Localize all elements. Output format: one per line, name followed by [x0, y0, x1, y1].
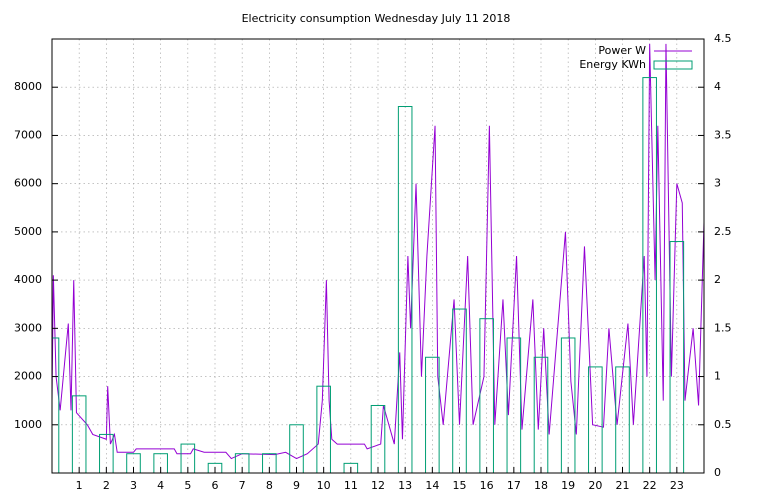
energy-box: [425, 356, 440, 473]
x-tick-label: 21: [616, 479, 630, 492]
y-tick-label: 2000: [14, 370, 42, 383]
y2-tick-label: 2.5: [714, 225, 732, 238]
energy-box: [234, 453, 250, 473]
y2-tick-label: 3: [714, 177, 721, 190]
x-tick-label: 2: [103, 479, 110, 492]
y-tick-label: 1000: [14, 418, 42, 431]
energy-box: [397, 106, 413, 473]
x-tick-label: 9: [293, 479, 300, 492]
x-tick-label: 5: [184, 479, 191, 492]
legend-swatch: [653, 60, 693, 70]
x-tick-label: 4: [157, 479, 164, 492]
x-tick-label: 18: [534, 479, 548, 492]
plot-marks: [52, 43, 704, 473]
x-tick-label: 19: [561, 479, 575, 492]
y2-tick-label: 0: [714, 466, 721, 479]
x-tick-label: 22: [643, 479, 657, 492]
x-tick-label: 14: [425, 479, 439, 492]
chart-title: Electricity consumption Wednesday July 1…: [242, 12, 511, 25]
x-tick-label: 11: [344, 479, 358, 492]
y-tick-label: 3000: [14, 321, 42, 334]
power-line: [52, 43, 704, 460]
y2-tick-label: 1: [714, 370, 721, 383]
y2-tick-label: 3.5: [714, 128, 732, 141]
x-tick-label: 7: [239, 479, 246, 492]
x-tick-label: 8: [266, 479, 273, 492]
y2-tick-label: 0.5: [714, 418, 732, 431]
x-tick-label: 10: [317, 479, 331, 492]
x-tick-label: 23: [670, 479, 684, 492]
energy-box: [126, 453, 141, 473]
y-tick-label: 5000: [14, 225, 42, 238]
energy-box: [52, 337, 60, 473]
x-tick-label: 15: [453, 479, 467, 492]
y-tick-label: 4000: [14, 273, 42, 286]
grid: [52, 39, 704, 473]
y-tick-label: 8000: [14, 80, 42, 93]
energy-box: [153, 453, 168, 473]
x-tick-label: 12: [371, 479, 385, 492]
x-tick-label: 1: [76, 479, 83, 492]
y2-tick-label: 2: [714, 273, 721, 286]
x-tick-label: 16: [480, 479, 494, 492]
energy-box: [343, 462, 359, 473]
x-tick-label: 3: [130, 479, 137, 492]
y2-tick-label: 1.5: [714, 321, 732, 334]
energy-box: [669, 241, 685, 473]
y2-tick-label: 4.5: [714, 32, 732, 45]
energy-box: [506, 337, 522, 473]
energy-box: [370, 404, 386, 473]
y-tick-label: 6000: [14, 177, 42, 190]
energy-box: [180, 443, 196, 473]
energy-box: [479, 318, 494, 473]
energy-box: [71, 395, 87, 473]
legend-label: Power W: [598, 44, 646, 57]
y2-tick-label: 4: [714, 80, 721, 93]
x-tick-label: 13: [398, 479, 412, 492]
y-tick-label: 7000: [14, 128, 42, 141]
legend-label: Energy KWh: [579, 58, 646, 71]
energy-box: [207, 462, 223, 473]
energy-box: [560, 337, 576, 473]
energy-box: [262, 453, 277, 473]
x-tick-label: 20: [588, 479, 602, 492]
energy-box: [316, 385, 331, 473]
x-tick-label: 6: [212, 479, 219, 492]
x-tick-label: 17: [507, 479, 521, 492]
